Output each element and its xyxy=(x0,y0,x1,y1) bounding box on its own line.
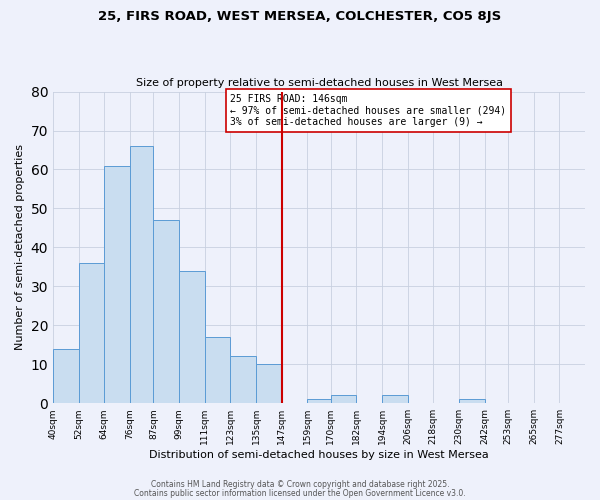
Bar xyxy=(331,396,356,403)
Text: 25 FIRS ROAD: 146sqm
← 97% of semi-detached houses are smaller (294)
3% of semi-: 25 FIRS ROAD: 146sqm ← 97% of semi-detac… xyxy=(230,94,506,126)
Bar xyxy=(307,400,331,403)
Bar xyxy=(459,400,485,403)
Bar xyxy=(53,348,79,403)
Bar xyxy=(154,220,179,403)
Title: Size of property relative to semi-detached houses in West Mersea: Size of property relative to semi-detach… xyxy=(136,78,503,88)
X-axis label: Distribution of semi-detached houses by size in West Mersea: Distribution of semi-detached houses by … xyxy=(149,450,489,460)
Bar xyxy=(79,263,104,403)
Text: 25, FIRS ROAD, WEST MERSEA, COLCHESTER, CO5 8JS: 25, FIRS ROAD, WEST MERSEA, COLCHESTER, … xyxy=(98,10,502,23)
Bar xyxy=(205,337,230,403)
Bar xyxy=(256,364,281,403)
Bar xyxy=(179,271,205,403)
Bar xyxy=(104,166,130,403)
Y-axis label: Number of semi-detached properties: Number of semi-detached properties xyxy=(15,144,25,350)
Bar xyxy=(230,356,256,403)
Bar xyxy=(382,396,407,403)
Bar xyxy=(130,146,154,403)
Text: Contains public sector information licensed under the Open Government Licence v3: Contains public sector information licen… xyxy=(134,488,466,498)
Text: Contains HM Land Registry data © Crown copyright and database right 2025.: Contains HM Land Registry data © Crown c… xyxy=(151,480,449,489)
